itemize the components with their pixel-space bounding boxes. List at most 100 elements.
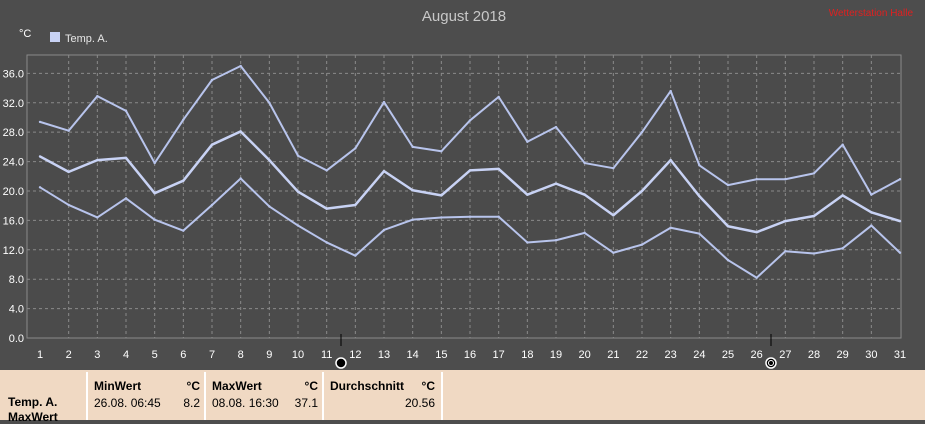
data-point-max [325,169,328,172]
x-tick-label: 31 [894,349,906,361]
max-value: 37.1 [294,396,318,410]
data-point-avg [239,130,242,133]
x-tick-label: 7 [209,349,215,361]
x-tick-label: 9 [266,349,272,361]
x-tick-label: 12 [349,349,361,361]
data-point-max [411,145,414,149]
x-tick-label: 16 [464,349,476,361]
data-point-min [96,216,99,219]
x-tick-label: 30 [865,349,877,361]
data-point-min [497,215,500,218]
data-point-avg [382,169,386,173]
data-point-max [497,95,500,99]
data-point-avg [812,214,816,218]
data-point-avg [583,193,586,196]
avg-header: Durchschnitt [330,379,405,393]
max-unit: °C [304,379,318,393]
avg-value: 20.56 [404,396,435,410]
min-date: 26.08. 06:45 [94,396,161,410]
max-marker-icon-inner [768,360,774,366]
data-point-avg [755,230,758,234]
data-point-max [640,130,644,134]
data-point-min [124,197,128,200]
data-point-min [583,231,586,235]
data-point-max [669,89,672,93]
y-axis-ticks: 0.0 4.0 8.0 12.0 16.0 20.0 24.0 28.0 32.0 36.0 [3,68,24,345]
data-point-avg [67,170,70,174]
data-point-avg [296,190,300,193]
data-point-max [67,129,70,132]
plot-area [26,54,902,339]
x-tick-label: 29 [837,349,849,361]
watermark-label: Wetterstation Halle [829,8,914,19]
x-tick-label: 23 [665,349,677,361]
x-tick-label: 4 [123,349,129,361]
y-tick-label: 36.0 [3,68,24,80]
data-point-min [354,254,357,257]
data-point-max [898,178,902,181]
x-tick-label: 22 [636,349,648,361]
data-point-min [239,177,242,180]
data-point-avg [354,203,357,207]
max-header: MaxWert [212,379,262,393]
y-tick-label: 0.0 [9,333,24,345]
data-point-avg [726,225,730,228]
data-point-min [325,241,328,244]
x-tick-label: 11 [321,349,332,361]
data-point-min [153,218,156,221]
data-point-max [354,147,357,150]
data-point-max [554,125,558,129]
chart-title: August 2018 [422,8,506,25]
max-marker-icon [765,357,777,369]
data-point-min [898,251,902,254]
data-point-min [526,241,529,244]
column-divider [322,372,324,420]
data-point-min [440,216,443,219]
max-date: 08.08. 16:30 [212,396,279,410]
data-point-avg [210,143,214,146]
data-point-avg [870,211,873,214]
data-point-min [755,276,758,279]
data-point-avg [640,189,644,193]
data-point-avg [325,207,328,210]
data-point-avg [468,169,472,172]
data-point-avg [182,179,185,182]
data-point-avg [554,182,558,185]
data-point-min [67,203,70,207]
y-tick-label: 28.0 [3,127,24,139]
data-point-max [784,178,787,181]
data-point-min [870,224,873,227]
data-point-avg [612,214,615,217]
x-tick-label: 21 [607,349,619,361]
y-tick-label: 32.0 [3,98,24,110]
data-point-avg [96,158,99,162]
x-tick-label: 25 [722,349,734,361]
data-point-avg [698,194,701,198]
avg-unit: °C [421,379,435,393]
y-tick-label: 16.0 [3,215,24,227]
data-point-max [182,118,185,121]
row-label-secondary: MaxWert [8,410,58,424]
x-tick-label: 27 [779,349,791,361]
x-tick-label: 6 [180,349,186,361]
x-tick-label: 3 [94,349,100,361]
data-point-max [296,154,300,157]
data-point-min [812,252,816,255]
legend-swatch [50,32,60,42]
summary-panel [0,370,925,420]
y-tick-label: 12.0 [3,245,24,257]
data-point-avg [898,219,902,223]
data-point-min [726,258,730,262]
data-point-max [698,164,701,167]
data-point-avg [268,158,271,162]
y-tick-label: 4.0 [9,304,24,316]
data-point-min [210,203,214,207]
x-tick-label: 13 [378,349,390,361]
data-point-avg [526,193,529,196]
data-point-max [239,64,242,68]
y-tick-label: 20.0 [3,186,24,198]
x-tick-label: 19 [550,349,562,361]
data-point-avg [784,219,787,223]
x-tick-label: 10 [292,349,304,361]
